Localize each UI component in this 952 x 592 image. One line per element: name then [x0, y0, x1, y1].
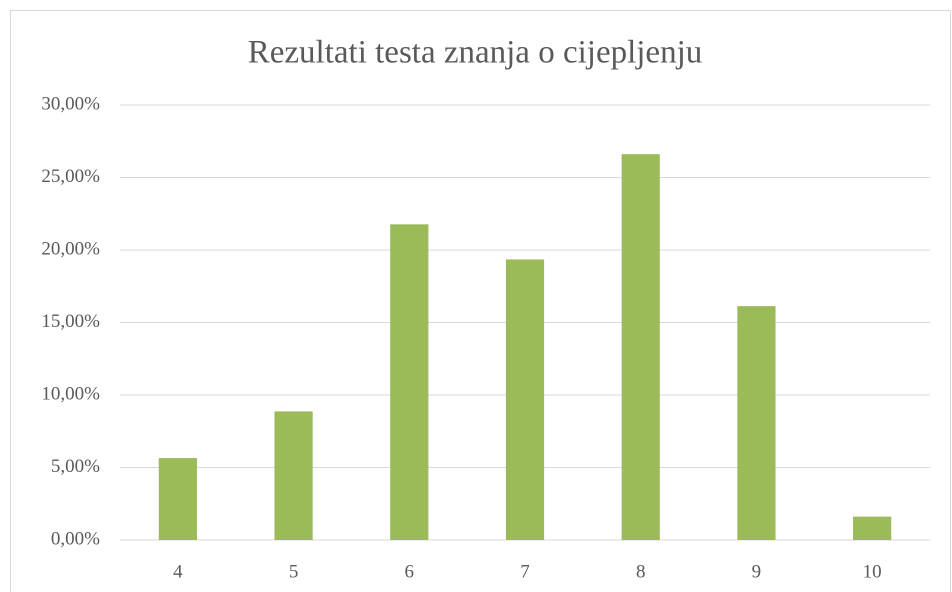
x-tick-label: 10 [863, 561, 882, 582]
x-tick-label: 5 [289, 561, 299, 582]
bar [274, 411, 313, 540]
y-tick-label: 20,00% [41, 238, 100, 259]
y-tick-label: 0,00% [51, 528, 100, 549]
x-tick-label: 9 [752, 561, 762, 582]
x-tick-label: 4 [173, 561, 183, 582]
y-tick-label: 10,00% [41, 383, 100, 404]
bar [621, 154, 660, 540]
y-tick-label: 30,00% [41, 93, 100, 114]
x-tick-label: 8 [636, 561, 646, 582]
bar [390, 224, 429, 540]
bar [853, 516, 892, 540]
y-tick-label: 25,00% [41, 166, 100, 187]
x-tick-label: 6 [405, 561, 415, 582]
x-tick-label: 7 [520, 561, 530, 582]
y-tick-label: 15,00% [41, 311, 100, 332]
chart-frame [10, 10, 951, 592]
bar [737, 306, 776, 540]
chart-title: Rezultati testa znanja o cijepljenju [248, 35, 703, 71]
bar [505, 259, 545, 540]
bar [158, 458, 197, 540]
y-tick-label: 5,00% [51, 456, 100, 477]
